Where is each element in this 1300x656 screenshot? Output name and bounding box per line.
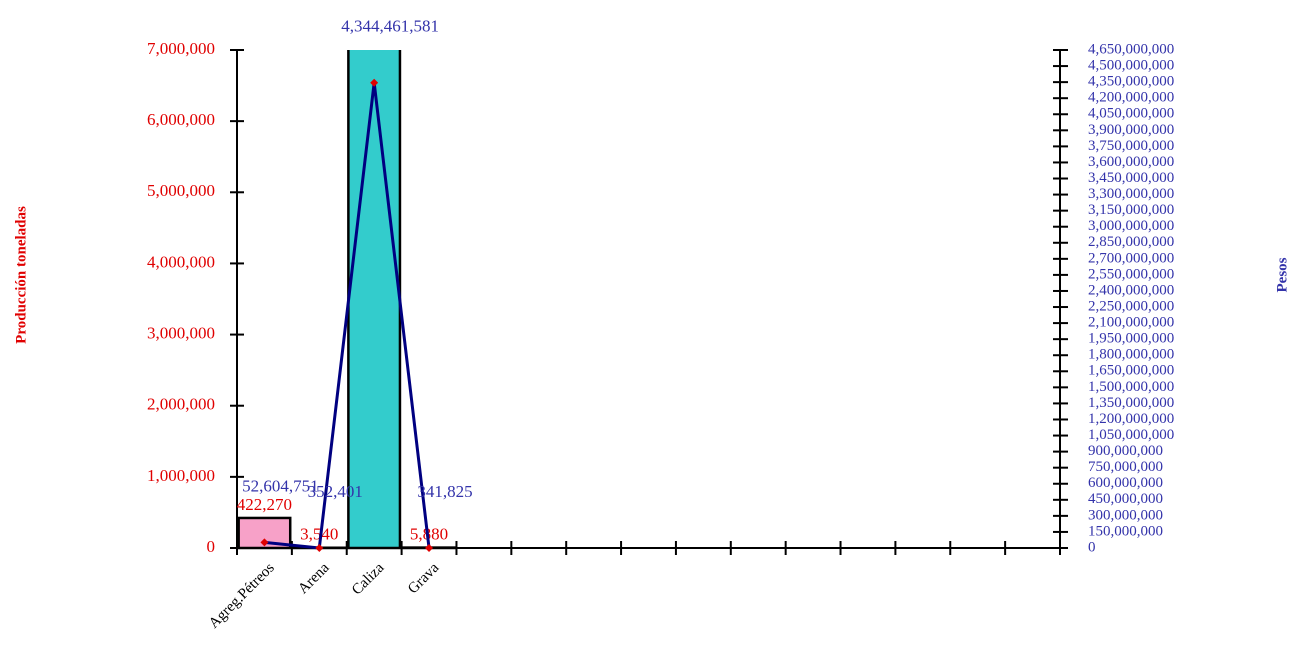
y2-tick-label: 2,700,000,000 [1088, 250, 1174, 266]
y2-tick-label: 3,900,000,000 [1088, 122, 1174, 138]
y2-tick-label: 3,750,000,000 [1088, 138, 1174, 154]
y2-tick-label: 1,050,000,000 [1088, 427, 1174, 443]
y2-tick-label: 3,000,000,000 [1088, 218, 1174, 234]
y2-tick-label: 1,800,000,000 [1088, 347, 1174, 363]
y2-tick-label: 4,050,000,000 [1088, 106, 1174, 122]
y2-tick-label: 2,850,000,000 [1088, 234, 1174, 250]
y2-tick-label: 4,650,000,000 [1088, 41, 1174, 57]
y2-tick-label: 2,250,000,000 [1088, 298, 1174, 314]
y2-tick-label: 4,200,000,000 [1088, 90, 1174, 106]
y-tick-label: 4,000,000 [147, 252, 215, 271]
y2-tick-label: 450,000,000 [1088, 491, 1163, 507]
x-tick-label: Caliza [349, 560, 388, 599]
line-marker [425, 543, 434, 552]
y2-tick-label: 1,650,000,000 [1088, 363, 1174, 379]
y2-axis-title: Pesos [1274, 257, 1290, 292]
y2-tick-label: 3,150,000,000 [1088, 202, 1174, 218]
y2-tick-label: 4,350,000,000 [1088, 74, 1174, 90]
y2-tick-label: 1,200,000,000 [1088, 411, 1174, 427]
y2-tick-label: 1,950,000,000 [1088, 331, 1174, 347]
line-marker [315, 543, 324, 552]
line [264, 82, 431, 550]
bar-value-label: 5,880 [410, 524, 448, 543]
line-value-label: 52,604,751 [242, 476, 319, 495]
y2-tick-label: 750,000,000 [1088, 459, 1163, 475]
y2-tick-label: 3,600,000,000 [1088, 154, 1174, 170]
y-tick-label: 6,000,000 [147, 110, 215, 129]
y2-tick-label: 3,450,000,000 [1088, 170, 1174, 186]
y2-tick-label: 2,550,000,000 [1088, 266, 1174, 282]
y-tick-label: 5,000,000 [147, 181, 215, 200]
x-tick-label: Arena [295, 560, 332, 597]
line-value-label: 341,825 [417, 482, 472, 501]
bar [347, 50, 402, 550]
y2-tick-label: 4,500,000,000 [1088, 58, 1174, 74]
y2-tick-label: 150,000,000 [1088, 523, 1163, 539]
y2-tick-label: 300,000,000 [1088, 507, 1163, 523]
y-tick-label: 7,000,000 [147, 39, 215, 58]
y2-tick-label: 1,500,000,000 [1088, 379, 1174, 395]
y2-tick-label: 2,400,000,000 [1088, 282, 1174, 298]
y-tick-label: 0 [207, 537, 216, 556]
x-tick-label: Agreg.Pétreos [206, 560, 278, 632]
line-marker [260, 538, 269, 547]
line-value-label: 352,401 [308, 482, 363, 501]
bar-value-label: 422,270 [237, 495, 292, 514]
y2-tick-label: 0 [1088, 539, 1096, 555]
y2-tick-label: 600,000,000 [1088, 475, 1163, 491]
line-value-label: 4,344,461,581 [341, 17, 439, 36]
bars [237, 50, 457, 550]
y2-tick-label: 900,000,000 [1088, 443, 1163, 459]
y-tick-label: 1,000,000 [147, 466, 215, 485]
y-tick-label: 2,000,000 [147, 395, 215, 414]
y2-tick-label: 3,300,000,000 [1088, 186, 1174, 202]
y2-tick-label: 2,100,000,000 [1088, 315, 1174, 331]
x-tick-label: Grava [405, 560, 442, 597]
line-marker [370, 78, 379, 87]
y2-tick-label: 1,350,000,000 [1088, 395, 1174, 411]
y-axis-title: Producción toneladas [13, 206, 29, 344]
bar-value-label: 3,540 [300, 525, 338, 544]
y-tick-label: 3,000,000 [147, 323, 215, 342]
